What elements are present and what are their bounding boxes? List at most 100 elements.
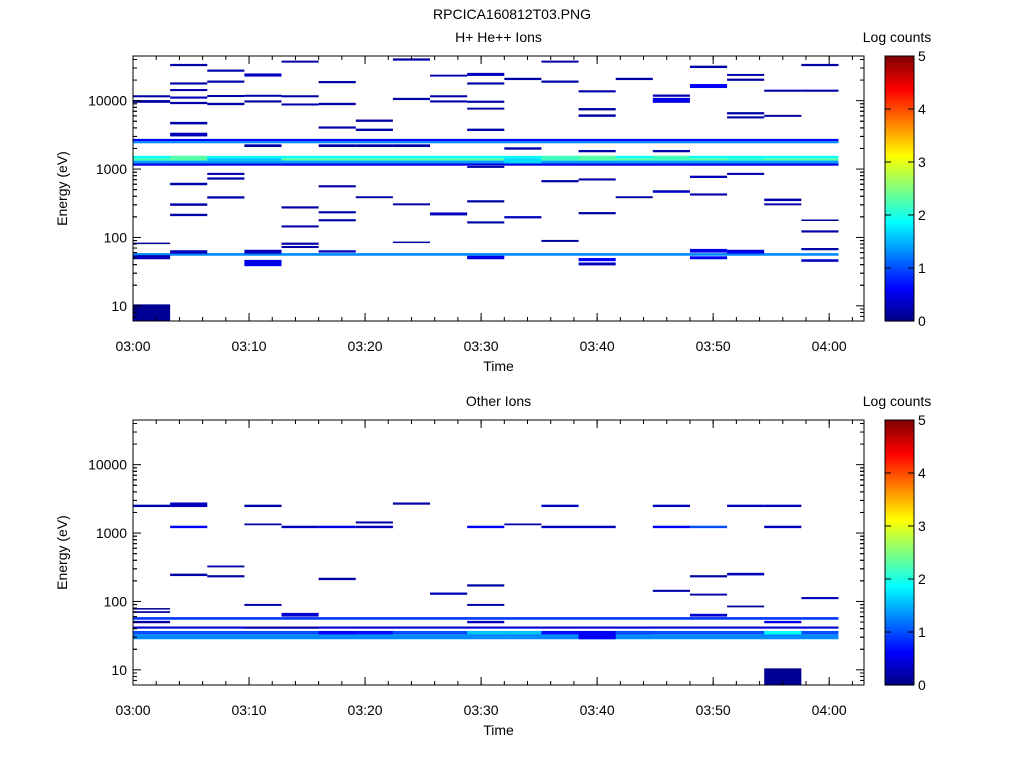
data-cell-99 bbox=[764, 89, 802, 92]
colorbar-step bbox=[885, 531, 914, 535]
colorbar-step bbox=[885, 291, 914, 296]
data-cell-38 bbox=[764, 504, 802, 508]
colorbar-step bbox=[885, 674, 914, 678]
colorbar-step bbox=[885, 154, 914, 158]
colorbar-step bbox=[885, 215, 914, 219]
colorbar-step bbox=[885, 175, 914, 179]
x-tick-label: 04:00 bbox=[812, 702, 847, 718]
y-tick-label: 10000 bbox=[88, 457, 127, 473]
colorbar-step bbox=[885, 212, 914, 216]
colorbar-step bbox=[885, 63, 914, 68]
colorbar-step bbox=[885, 504, 914, 509]
data-cell-104 bbox=[801, 89, 839, 92]
colorbar-step bbox=[885, 302, 914, 306]
data-cell-54 bbox=[430, 95, 468, 98]
colorbar-step bbox=[885, 183, 914, 187]
colorbar-step bbox=[885, 544, 914, 548]
data-cell-10 bbox=[170, 121, 208, 125]
colorbar-step bbox=[885, 85, 914, 89]
colorbar-step bbox=[885, 188, 914, 192]
colorbar-step bbox=[885, 491, 914, 495]
data-cell-73 bbox=[578, 90, 616, 93]
x-tick-label: 03:40 bbox=[580, 338, 615, 354]
data-cell-25 bbox=[541, 504, 579, 508]
colorbar-step bbox=[885, 130, 914, 134]
data-cell-70 bbox=[541, 80, 579, 83]
data-cell-8 bbox=[207, 575, 245, 578]
colorbar-step bbox=[885, 225, 914, 229]
colorbar-step bbox=[885, 565, 914, 569]
colorbar-step bbox=[885, 252, 914, 256]
colorbar-step bbox=[885, 310, 914, 314]
colorbar-step bbox=[885, 138, 914, 142]
x-tick-label: 03:50 bbox=[696, 338, 731, 354]
colorbar-step bbox=[885, 671, 914, 675]
colorbar-step bbox=[885, 586, 914, 591]
colorbar-tick-label: 0 bbox=[918, 313, 926, 329]
colorbar-step bbox=[885, 465, 914, 469]
colorbar-step bbox=[885, 584, 914, 588]
data-cell-35 bbox=[281, 245, 319, 249]
x-tick-label: 04:00 bbox=[812, 338, 847, 354]
x-tick-label: 03:00 bbox=[115, 338, 150, 354]
colorbar-step bbox=[885, 462, 914, 466]
data-cell-4 bbox=[170, 502, 208, 508]
x-tick-label: 03:20 bbox=[348, 702, 383, 718]
colorbar-step bbox=[885, 430, 914, 434]
colorbar-step bbox=[885, 241, 914, 245]
data-cell-42 bbox=[801, 597, 839, 600]
colorbar-step bbox=[885, 124, 914, 129]
colorbar-step bbox=[885, 510, 914, 514]
data-cell-72 bbox=[541, 239, 579, 242]
band-cell-4 bbox=[541, 630, 579, 635]
colorbar-step bbox=[885, 438, 914, 442]
colorbar-step bbox=[885, 594, 914, 599]
colorbar-step bbox=[885, 106, 914, 110]
colorbar-step bbox=[885, 512, 914, 516]
colorbar-step bbox=[885, 56, 914, 60]
colorbar-step bbox=[885, 650, 914, 654]
data-cell-13 bbox=[170, 203, 208, 206]
panel-title: Other Ions bbox=[466, 393, 531, 409]
data-cell-74 bbox=[578, 108, 616, 111]
colorbar-step bbox=[885, 568, 914, 572]
colorbar-step bbox=[885, 135, 914, 139]
colorbar-step bbox=[885, 193, 914, 198]
colorbar-step bbox=[885, 600, 914, 604]
colorbar-step bbox=[885, 230, 914, 235]
data-cell-97 bbox=[727, 172, 765, 175]
data-cell-63 bbox=[467, 200, 505, 203]
colorbar-step bbox=[885, 425, 914, 429]
colorbar-step bbox=[885, 286, 914, 290]
colorbar-step bbox=[885, 528, 914, 532]
colorbar-tick-label: 2 bbox=[918, 571, 926, 587]
colorbar-step bbox=[885, 77, 914, 81]
data-cell-40 bbox=[318, 185, 356, 188]
band-cell-7 bbox=[652, 155, 690, 161]
data-cell-41 bbox=[318, 211, 356, 214]
colorbar-step bbox=[885, 446, 914, 450]
data-cell-42 bbox=[318, 219, 356, 222]
data-cell-56 bbox=[430, 212, 468, 216]
data-cell-82 bbox=[615, 196, 653, 199]
data-cell-98 bbox=[727, 249, 765, 254]
data-cell-24 bbox=[244, 94, 282, 97]
data-cell-26 bbox=[541, 525, 579, 529]
colorbar-step bbox=[885, 679, 914, 683]
band-cell-3 bbox=[244, 158, 282, 161]
colorbar-step bbox=[885, 560, 914, 564]
data-cell-26 bbox=[244, 144, 282, 148]
colorbar-step bbox=[885, 523, 914, 527]
band-cell-8 bbox=[727, 158, 765, 161]
colorbar-step bbox=[885, 653, 914, 657]
data-cell-61 bbox=[467, 128, 505, 132]
x-tick-label: 03:10 bbox=[232, 702, 267, 718]
data-cell-9 bbox=[170, 101, 208, 105]
data-cell-32 bbox=[689, 575, 728, 578]
data-cell-47 bbox=[355, 196, 393, 199]
data-cell-62 bbox=[467, 165, 505, 168]
colorbar-step bbox=[885, 473, 914, 477]
data-cell-71 bbox=[541, 180, 579, 183]
colorbar-step bbox=[885, 467, 914, 471]
